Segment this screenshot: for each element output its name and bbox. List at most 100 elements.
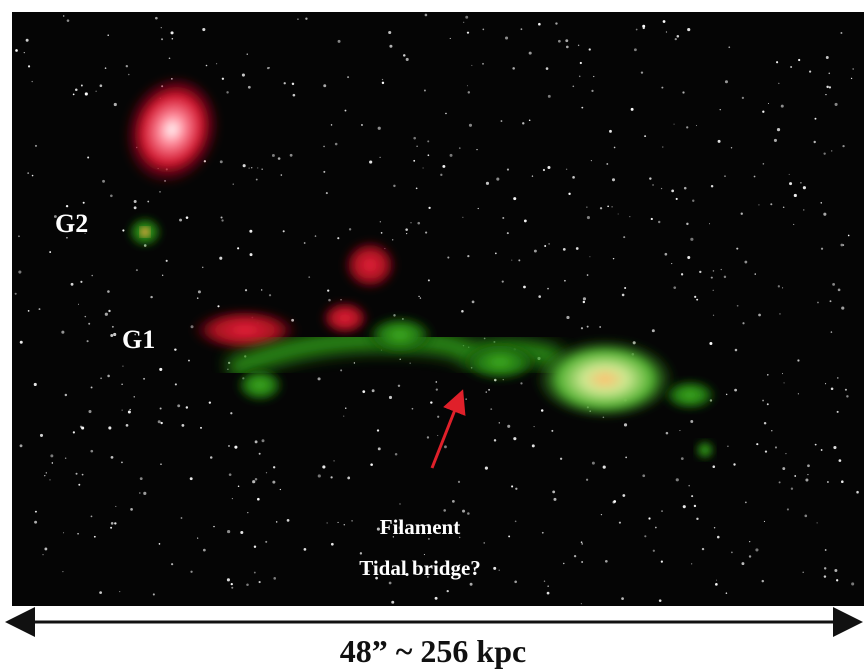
scale-label: 48” ~ 256 kpc	[340, 633, 526, 669]
star	[463, 21, 465, 23]
star	[514, 520, 517, 523]
star	[397, 384, 401, 388]
star	[410, 222, 412, 224]
star	[744, 501, 747, 504]
star	[803, 209, 805, 211]
star	[353, 362, 356, 364]
star	[399, 358, 401, 361]
star	[545, 67, 549, 70]
star	[837, 288, 841, 292]
star	[611, 178, 616, 182]
star	[767, 102, 769, 105]
star	[227, 368, 229, 370]
star	[593, 75, 595, 78]
star	[820, 449, 823, 451]
star	[91, 274, 93, 277]
star	[423, 89, 426, 92]
star	[581, 106, 584, 109]
star	[498, 422, 500, 424]
star	[813, 140, 816, 144]
star	[231, 586, 234, 589]
star	[220, 216, 223, 219]
star	[466, 85, 468, 87]
star	[582, 300, 586, 304]
star	[498, 569, 500, 571]
star	[623, 236, 626, 239]
star	[543, 580, 546, 582]
star	[171, 37, 174, 40]
star	[253, 545, 257, 548]
star	[221, 219, 224, 222]
star	[829, 300, 832, 303]
star	[174, 383, 177, 386]
star	[108, 426, 112, 430]
star	[347, 476, 351, 480]
star	[776, 61, 779, 64]
star	[208, 401, 212, 404]
star	[709, 341, 713, 345]
star	[308, 276, 311, 279]
star	[62, 15, 65, 17]
star	[31, 80, 33, 83]
star	[49, 251, 52, 253]
star	[111, 325, 114, 328]
star	[652, 549, 655, 552]
star	[850, 77, 853, 80]
star	[66, 236, 68, 239]
star	[265, 472, 268, 474]
star	[272, 466, 276, 469]
star	[742, 322, 745, 325]
star	[189, 477, 193, 481]
star	[778, 82, 780, 85]
star	[573, 554, 577, 558]
star	[675, 197, 678, 200]
star	[580, 603, 582, 605]
star	[325, 192, 328, 195]
star	[323, 145, 325, 148]
label-filament: Filament	[380, 515, 460, 539]
star	[110, 526, 113, 529]
star	[644, 535, 647, 538]
star	[823, 212, 827, 216]
star	[377, 126, 381, 130]
star	[790, 66, 793, 69]
star	[65, 204, 69, 208]
star	[275, 521, 278, 523]
star	[825, 56, 829, 59]
star	[152, 593, 155, 596]
star	[538, 295, 541, 298]
star	[422, 167, 424, 169]
star	[168, 57, 171, 60]
star	[579, 61, 582, 65]
star	[511, 259, 513, 261]
star	[823, 152, 826, 155]
star	[424, 13, 428, 17]
star	[635, 28, 638, 31]
star	[237, 247, 240, 250]
star	[624, 286, 627, 290]
star	[327, 289, 330, 292]
star	[246, 583, 249, 586]
star	[761, 579, 765, 583]
star	[337, 521, 339, 523]
star	[249, 253, 253, 257]
star	[586, 216, 590, 220]
star	[86, 340, 89, 343]
star	[566, 315, 570, 320]
star	[766, 403, 769, 406]
star	[585, 478, 589, 481]
star	[541, 531, 544, 534]
star	[778, 481, 781, 484]
star	[599, 207, 603, 210]
star	[415, 187, 418, 190]
star	[748, 555, 752, 558]
star	[114, 522, 117, 525]
star	[528, 119, 531, 122]
star	[253, 571, 256, 574]
star	[828, 72, 831, 75]
stars	[14, 13, 859, 605]
star	[633, 48, 637, 52]
star	[18, 235, 20, 238]
star	[559, 457, 563, 460]
star	[557, 39, 561, 43]
